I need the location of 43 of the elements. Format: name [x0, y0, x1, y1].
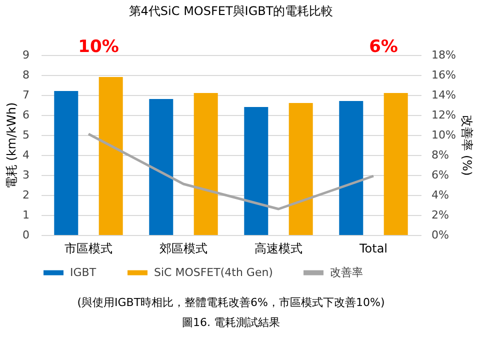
y-tick-label: 2: [22, 188, 30, 202]
y2-tick-label: 8%: [432, 148, 449, 162]
bar: [339, 101, 364, 235]
y2-tick-label: 16%: [432, 68, 456, 82]
bar: [384, 93, 408, 235]
y2-axis-title: 改善率 (%): [460, 115, 474, 176]
y2-tick-label: 0%: [432, 228, 449, 242]
y2-tick-label: 14%: [432, 88, 456, 102]
y-tick-label: 4: [22, 148, 30, 162]
chart-title: 第4代SiC MOSFET與IGBT的電耗比較: [128, 4, 334, 18]
x-tick-label: Total: [358, 242, 388, 256]
y2-tick-label: 6%: [432, 168, 449, 182]
y-tick-label: 1: [22, 208, 30, 222]
text: (與使用IGBT時相比，整體電耗改善6%，市區模式下改善10%): [77, 296, 385, 309]
y-tick-label: 5: [22, 128, 30, 142]
y2-tick-label: 10%: [432, 128, 456, 142]
annotation: 10%: [78, 37, 119, 57]
annotation: 6%: [369, 37, 398, 57]
bar: [194, 93, 218, 235]
bar: [149, 99, 174, 235]
y2-tick-label: 12%: [432, 108, 456, 122]
y-tick-label: 9: [22, 48, 30, 62]
legend-label: 改善率: [330, 266, 363, 279]
y2-tick-label: 18%: [432, 48, 456, 62]
y-tick-label: 8: [22, 68, 30, 82]
y-tick-label: 3: [22, 168, 30, 182]
legend-label: IGBT: [70, 266, 96, 279]
y2-tick-label: 4%: [432, 188, 449, 202]
x-tick-label: 高速模式: [254, 242, 302, 256]
line-series: [87, 132, 375, 210]
y-tick-label: 7: [22, 88, 30, 102]
bar: [54, 91, 78, 235]
y2-tick-label: 2%: [432, 208, 449, 222]
x-tick-label: 市區模式: [64, 242, 112, 256]
caption: 圖16. 電耗測試結果: [182, 316, 280, 329]
y-tick-label: 6: [22, 108, 30, 122]
bar: [288, 103, 313, 235]
bar: [244, 107, 268, 235]
y-tick-label: 0: [22, 228, 30, 242]
x-tick-label: 郊區模式: [160, 242, 208, 256]
legend-label: SiC MOSFET(4th Gen): [154, 266, 273, 279]
y-axis-title: 電耗 (km/kWh): [4, 102, 18, 189]
bar: [98, 77, 123, 235]
